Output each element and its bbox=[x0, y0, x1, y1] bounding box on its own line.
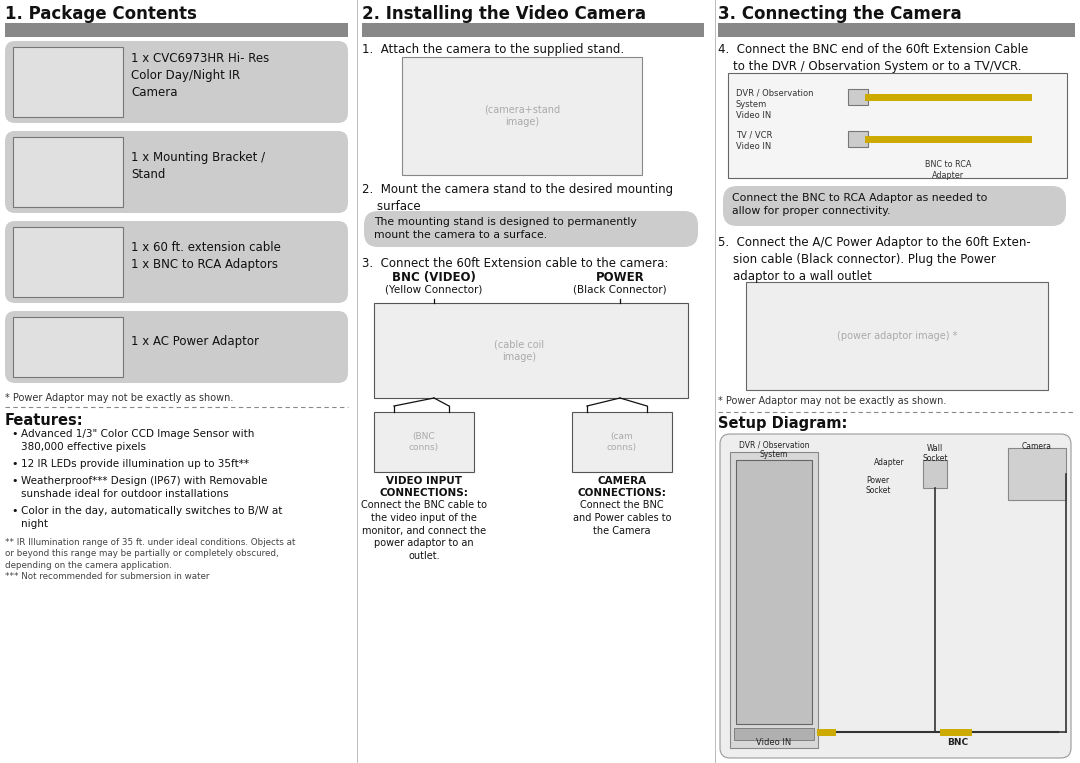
Text: 2.  Mount the camera stand to the desired mounting
    surface: 2. Mount the camera stand to the desired… bbox=[362, 183, 673, 213]
Text: 2. Installing the Video Camera: 2. Installing the Video Camera bbox=[362, 5, 646, 23]
FancyBboxPatch shape bbox=[364, 211, 698, 247]
Text: (BNC
conns): (BNC conns) bbox=[409, 432, 440, 452]
Bar bbox=[923, 460, 947, 488]
Bar bbox=[848, 131, 868, 147]
Bar bbox=[13, 317, 123, 377]
Text: Video IN: Video IN bbox=[756, 738, 792, 747]
Text: Color in the day, automatically switches to B/W at
night: Color in the day, automatically switches… bbox=[21, 506, 282, 529]
Text: 1 x AC Power Adaptor: 1 x AC Power Adaptor bbox=[131, 334, 259, 347]
Text: 1. Package Contents: 1. Package Contents bbox=[5, 5, 197, 23]
Bar bbox=[1008, 448, 1066, 500]
Text: (Black Connector): (Black Connector) bbox=[573, 284, 666, 294]
Text: •: • bbox=[11, 506, 17, 516]
Bar bbox=[5, 23, 348, 37]
FancyBboxPatch shape bbox=[5, 41, 348, 123]
Text: •: • bbox=[11, 476, 17, 486]
Text: The mounting stand is designed to permanently
mount the camera to a surface.: The mounting stand is designed to perman… bbox=[374, 217, 637, 240]
Bar bbox=[572, 412, 672, 472]
Text: 5.  Connect the A/C Power Adaptor to the 60ft Exten-
    sion cable (Black conne: 5. Connect the A/C Power Adaptor to the … bbox=[718, 236, 1030, 283]
Text: (power adaptor image) *: (power adaptor image) * bbox=[837, 331, 957, 341]
Text: Wall
Socket: Wall Socket bbox=[922, 444, 948, 463]
Text: Features:: Features: bbox=[5, 413, 83, 428]
Bar bbox=[746, 282, 1048, 390]
Text: TV / VCR
Video IN: TV / VCR Video IN bbox=[735, 131, 772, 151]
Text: Weatherproof*** Design (IP67) with Removable
sunshade ideal for outdoor installa: Weatherproof*** Design (IP67) with Remov… bbox=[21, 476, 268, 499]
Text: Setup Diagram:: Setup Diagram: bbox=[718, 416, 848, 431]
Bar bbox=[402, 57, 642, 175]
Text: * Power Adaptor may not be exactly as shown.: * Power Adaptor may not be exactly as sh… bbox=[718, 396, 946, 406]
Text: DVR / Observation
System: DVR / Observation System bbox=[739, 440, 809, 459]
Text: CAMERA
CONNECTIONS:: CAMERA CONNECTIONS: bbox=[578, 476, 666, 498]
Text: Connect the BNC
and Power cables to
the Camera: Connect the BNC and Power cables to the … bbox=[572, 500, 672, 536]
Text: (cam
conns): (cam conns) bbox=[607, 432, 637, 452]
Text: 12 IR LEDs provide illumination up to 35ft**: 12 IR LEDs provide illumination up to 35… bbox=[21, 459, 249, 469]
FancyBboxPatch shape bbox=[5, 311, 348, 383]
Text: Connect the BNC cable to
the video input of the
monitor, and connect the
power a: Connect the BNC cable to the video input… bbox=[361, 500, 487, 562]
Bar bbox=[718, 23, 1075, 37]
Text: 1 x CVC6973HR Hi- Res
Color Day/Night IR
Camera: 1 x CVC6973HR Hi- Res Color Day/Night IR… bbox=[131, 53, 269, 99]
Text: 1 x 60 ft. extension cable
1 x BNC to RCA Adaptors: 1 x 60 ft. extension cable 1 x BNC to RC… bbox=[131, 241, 281, 271]
Text: BNC (VIDEO): BNC (VIDEO) bbox=[392, 271, 476, 284]
Text: •: • bbox=[11, 459, 17, 469]
FancyBboxPatch shape bbox=[720, 434, 1071, 758]
Text: Camera: Camera bbox=[1022, 442, 1052, 451]
Text: 4.  Connect the BNC end of the 60ft Extension Cable
    to the DVR / Observation: 4. Connect the BNC end of the 60ft Exten… bbox=[718, 43, 1028, 73]
Text: Advanced 1/3" Color CCD Image Sensor with
380,000 effective pixels: Advanced 1/3" Color CCD Image Sensor wit… bbox=[21, 429, 255, 452]
Bar bbox=[13, 47, 123, 117]
Text: ** IR Illumination range of 35 ft. under ideal conditions. Objects at
or beyond : ** IR Illumination range of 35 ft. under… bbox=[5, 538, 295, 581]
Text: BNC to RCA
Adapter: BNC to RCA Adapter bbox=[924, 160, 971, 180]
Text: (cable coil
image): (cable coil image) bbox=[494, 339, 544, 362]
Bar bbox=[848, 89, 868, 105]
Text: (camera+stand
image): (camera+stand image) bbox=[484, 105, 561, 127]
Bar bbox=[374, 412, 474, 472]
Text: 3. Connecting the Camera: 3. Connecting the Camera bbox=[718, 5, 961, 23]
FancyBboxPatch shape bbox=[5, 221, 348, 303]
Text: 1 x Mounting Bracket /
Stand: 1 x Mounting Bracket / Stand bbox=[131, 151, 265, 181]
Bar bbox=[362, 23, 704, 37]
Bar bbox=[13, 227, 123, 297]
Text: Power
Socket: Power Socket bbox=[865, 476, 891, 495]
Bar bbox=[728, 73, 1067, 178]
Bar bbox=[374, 303, 688, 398]
Text: BNC: BNC bbox=[947, 738, 969, 747]
Text: VIDEO INPUT
CONNECTIONS:: VIDEO INPUT CONNECTIONS: bbox=[379, 476, 469, 498]
Text: Connect the BNC to RCA Adaptor as needed to
allow for proper connectivity.: Connect the BNC to RCA Adaptor as needed… bbox=[732, 193, 987, 216]
Text: * Power Adaptor may not be exactly as shown.: * Power Adaptor may not be exactly as sh… bbox=[5, 393, 233, 403]
Text: DVR / Observation
System
Video IN: DVR / Observation System Video IN bbox=[735, 89, 813, 121]
Text: •: • bbox=[11, 429, 17, 439]
Text: (Yellow Connector): (Yellow Connector) bbox=[386, 284, 483, 294]
Bar bbox=[730, 452, 818, 748]
Text: POWER: POWER bbox=[596, 271, 645, 284]
Text: 3.  Connect the 60ft Extension cable to the camera:: 3. Connect the 60ft Extension cable to t… bbox=[362, 257, 669, 270]
Text: Adapter: Adapter bbox=[875, 458, 905, 467]
FancyBboxPatch shape bbox=[5, 131, 348, 213]
FancyBboxPatch shape bbox=[723, 186, 1066, 226]
Text: 1.  Attach the camera to the supplied stand.: 1. Attach the camera to the supplied sta… bbox=[362, 43, 624, 56]
Bar bbox=[734, 728, 814, 740]
Bar bbox=[13, 137, 123, 207]
Bar bbox=[735, 460, 812, 724]
